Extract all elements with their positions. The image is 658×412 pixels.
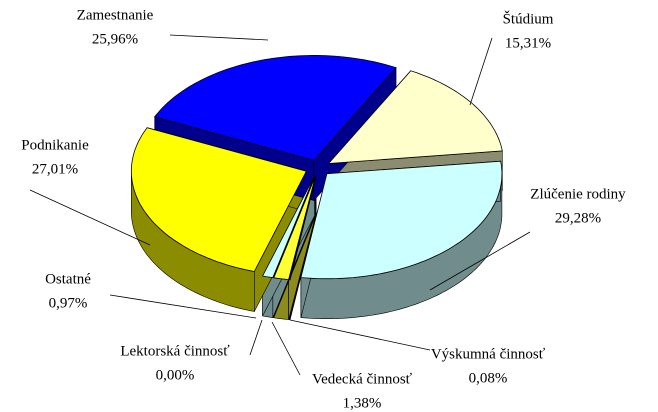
slice [273, 175, 316, 281]
leader-line [169, 34, 269, 41]
slice-label: Podnikanie [21, 137, 89, 153]
slice [288, 175, 317, 281]
slice-label: Ostatné [45, 271, 91, 287]
slice-value-label: 27,01% [32, 161, 78, 177]
slice [261, 175, 315, 279]
leader-line [271, 321, 301, 376]
slice-label: Lektorská činnosť [120, 343, 230, 359]
slice-value-label: 1,38% [343, 395, 382, 411]
leader-line [289, 319, 431, 351]
leader-line [429, 231, 531, 291]
slice-value-label: 0,08% [469, 370, 508, 386]
leader-line [469, 37, 493, 106]
leader-line [249, 319, 263, 356]
leader-line [29, 189, 151, 246]
slice-label: Zamestnanie [77, 7, 154, 23]
slice-label: Štúdium [503, 10, 554, 27]
slice [300, 160, 503, 280]
leader-line [109, 294, 257, 319]
slice [154, 55, 397, 161]
slice [130, 127, 307, 272]
slice [327, 70, 503, 164]
slice-label: Výskumná činnosť [431, 346, 546, 362]
slice-value-label: 0,97% [49, 295, 88, 311]
slice-value-label: 25,96% [92, 31, 138, 47]
slice-label: Zlúčenie rodiny [530, 186, 626, 202]
slice-value-label: 0,00% [156, 367, 195, 383]
slice-value-label: 15,31% [505, 35, 551, 51]
slice-label: Vedecká činnosť [312, 371, 413, 387]
slice-value-label: 29,28% [555, 210, 601, 226]
